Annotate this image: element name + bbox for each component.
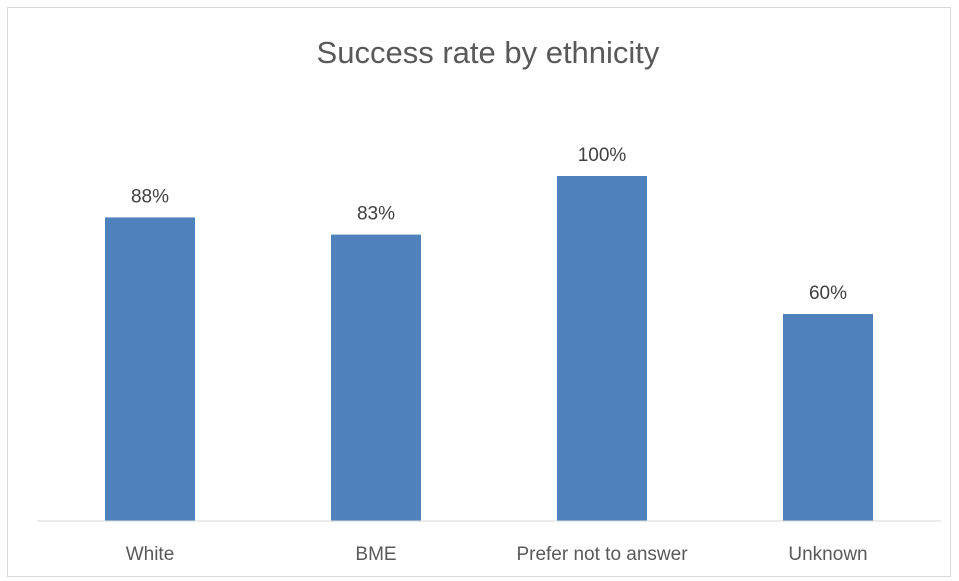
category-label-unknown: Unknown [788, 544, 867, 565]
category-label-bme: BME [355, 544, 396, 565]
category-labels-group: White BME Prefer not to answer Unknown [126, 544, 868, 565]
chart-title: Success rate by ethnicity [317, 35, 660, 70]
bar-bme [331, 234, 421, 521]
bars-group [105, 176, 873, 521]
value-labels-group: 88% 83% 100% 60% [131, 145, 847, 304]
bar-white [105, 217, 195, 521]
bar-unknown [783, 314, 873, 521]
data-label-white: 88% [131, 186, 169, 207]
bar-prefer-not-to-answer [557, 176, 647, 521]
category-label-prefer-not-to-answer: Prefer not to answer [516, 544, 688, 565]
data-label-unknown: 60% [809, 283, 847, 304]
category-label-white: White [126, 544, 175, 565]
data-label-bme: 83% [357, 204, 395, 225]
data-label-prefer-not-to-answer: 100% [578, 145, 627, 166]
